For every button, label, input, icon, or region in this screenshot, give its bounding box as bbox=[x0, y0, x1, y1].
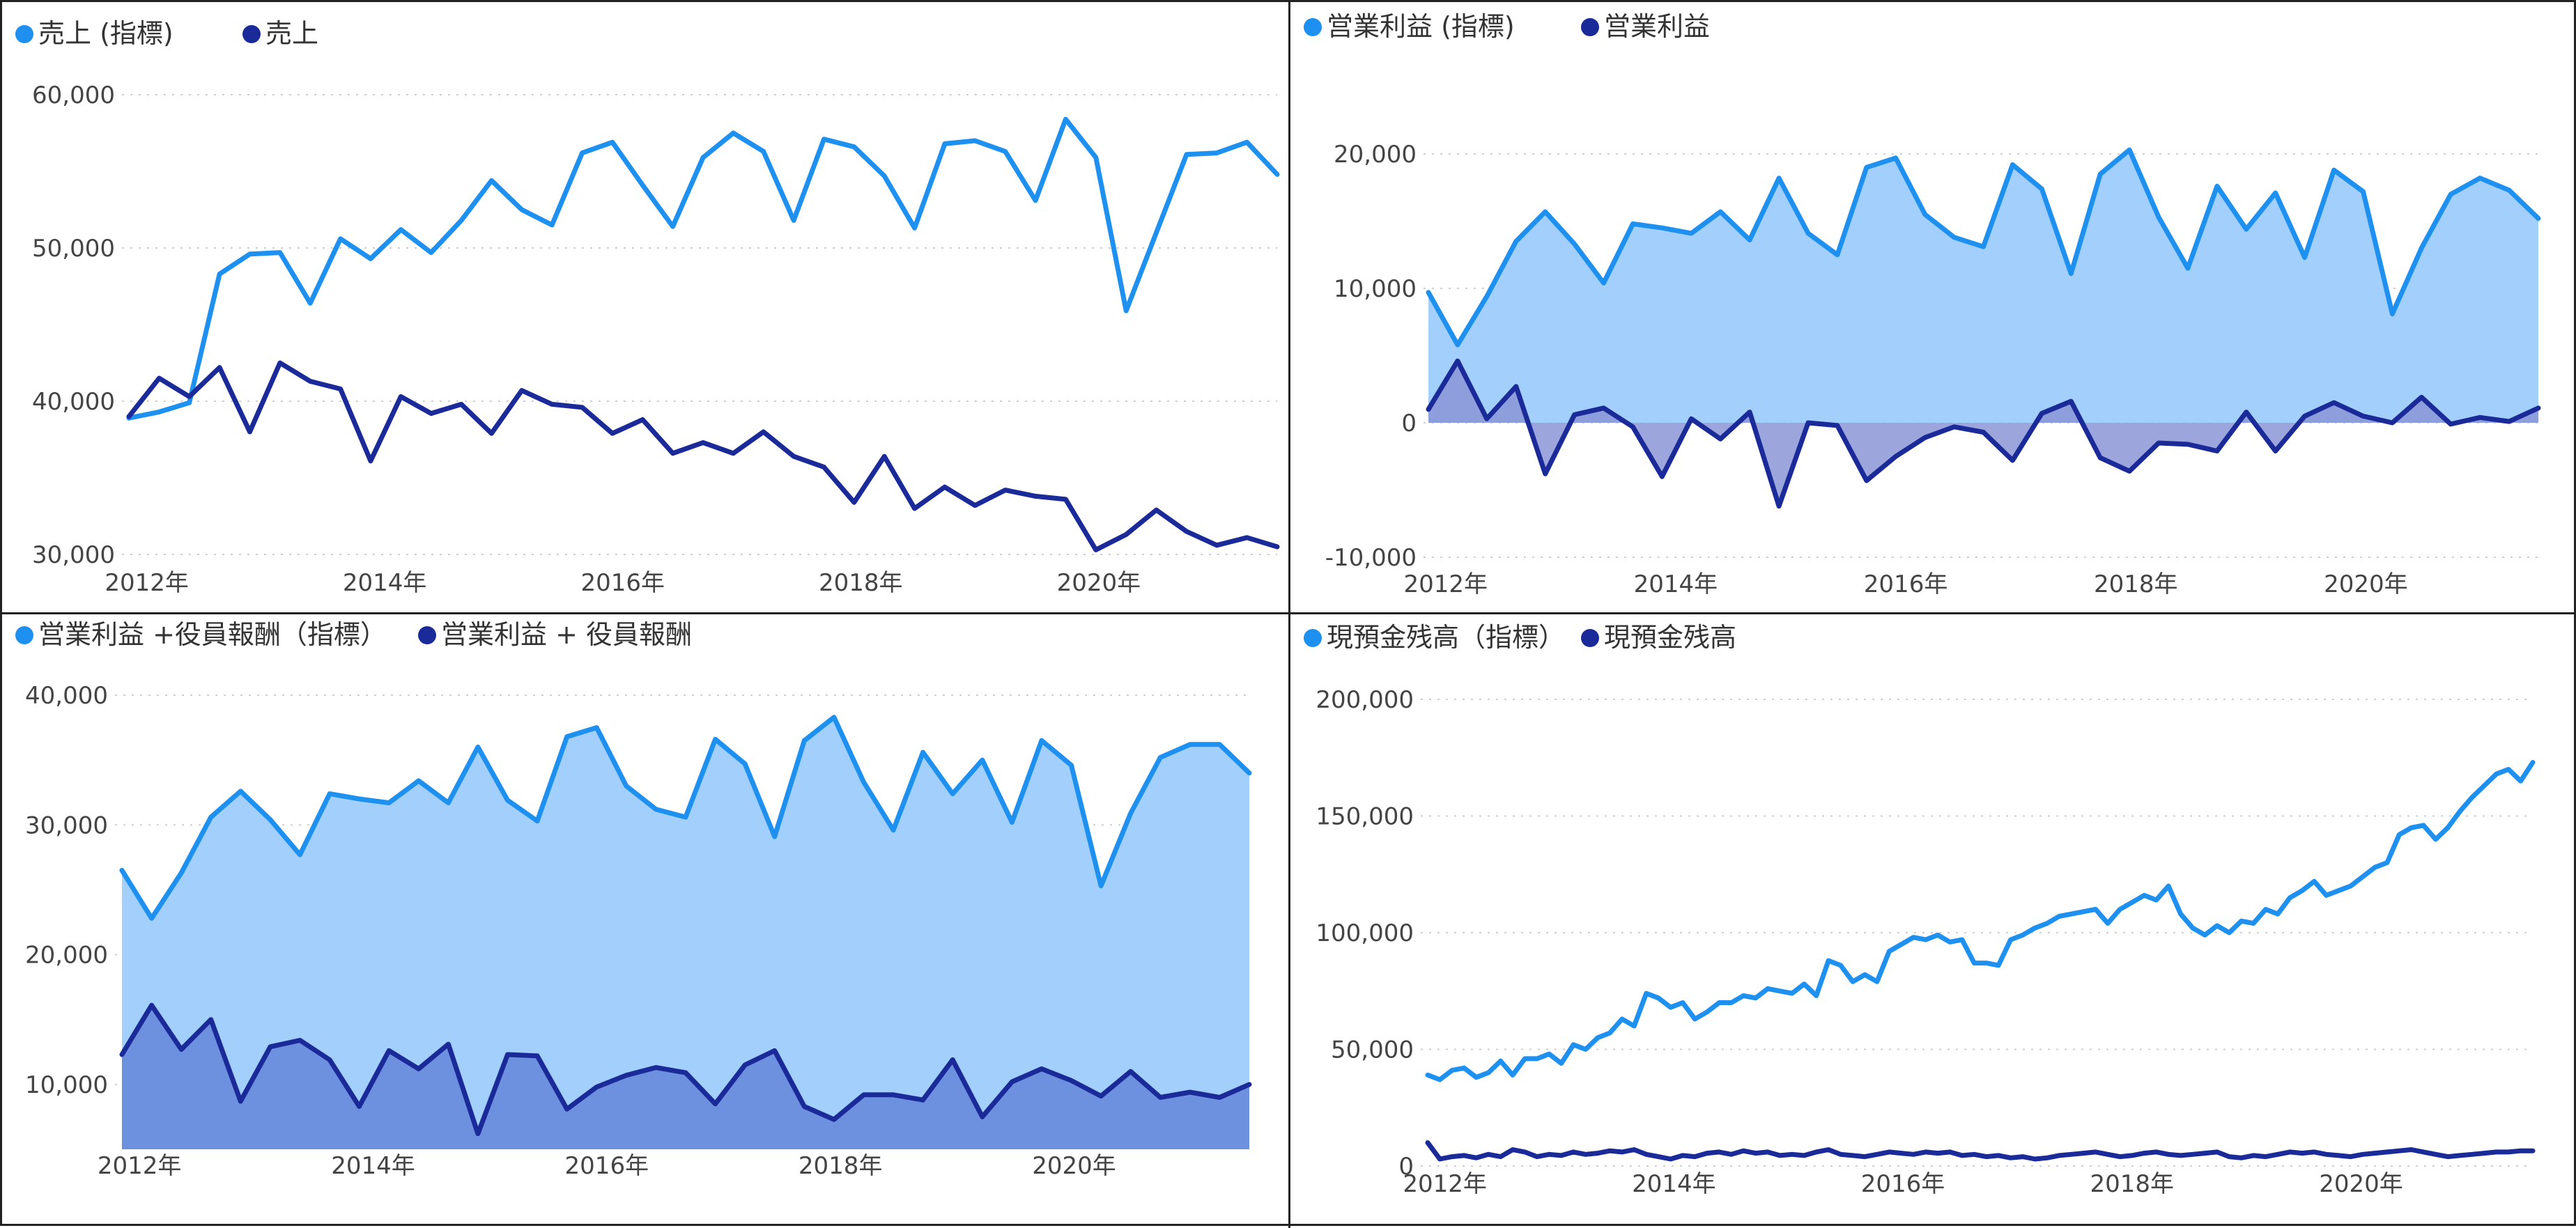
legend-item-0[interactable]: 営業利益 (指標) bbox=[1304, 11, 1515, 42]
x-tick-label: 2018年 bbox=[2090, 1170, 2175, 1198]
y-tick-label: 20,000 bbox=[25, 942, 108, 970]
legend-item-1[interactable]: 営業利益 + 役員報酬 bbox=[418, 619, 692, 650]
series-line bbox=[1425, 1140, 2536, 1162]
x-tick-label: 2018年 bbox=[819, 569, 903, 597]
vertical-divider bbox=[1288, 2, 1290, 1228]
legend-item-0[interactable]: 営業利益 +役員報酬（指標） bbox=[15, 619, 387, 650]
operating-profit-chart: 営業利益 (指標) 営業利益 -10,000 0 10,000 20,000 2012年 20… bbox=[1304, 11, 2541, 598]
x-tick-label: 2012年 bbox=[1403, 570, 1488, 598]
y-tick-label: 30,000 bbox=[25, 811, 108, 839]
series-area bbox=[1428, 361, 2538, 506]
y-tick-label: 200,000 bbox=[1316, 686, 1414, 714]
legend-item-1[interactable]: 売上 bbox=[242, 18, 318, 49]
series-line bbox=[126, 116, 1280, 421]
series-1 bbox=[126, 360, 1280, 552]
y-tick-label: 50,000 bbox=[32, 235, 115, 263]
horizontal-divider bbox=[2, 612, 2576, 614]
x-tick-label: 2020年 bbox=[1032, 1152, 1116, 1180]
x-tick-label: 2016年 bbox=[565, 1152, 649, 1180]
chart-panel-cash-balance: 現預金残高（指標） 現預金残高 0 50,000 100,000 150,000 200,0… bbox=[1290, 614, 2576, 1226]
legend-item-1[interactable]: 営業利益 bbox=[1581, 11, 1710, 42]
y-tick-label: 40,000 bbox=[25, 682, 108, 710]
series-line bbox=[1426, 358, 2541, 509]
chart-panel-operating-profit: 営業利益 (指標) 営業利益 -10,000 0 10,000 20,000 2012年 20… bbox=[1290, 2, 2576, 614]
legend-marker bbox=[15, 25, 33, 43]
series-area bbox=[122, 1005, 1249, 1149]
series-line bbox=[119, 1002, 1252, 1137]
y-tick-label: 10,000 bbox=[1334, 275, 1417, 303]
x-tick-label: 2016年 bbox=[1861, 1170, 1945, 1198]
x-tick-label: 2014年 bbox=[331, 1152, 415, 1180]
profit-plus-compensation-chart: 営業利益 +役員報酬（指標） 営業利益 + 役員報酬 10,000 20,000 30,… bbox=[15, 619, 1252, 1180]
series-0 bbox=[1425, 760, 2536, 1082]
legend-label: 営業利益 (指標) bbox=[1327, 11, 1515, 42]
series-1 bbox=[119, 1002, 1252, 1149]
x-tick-label: 2018年 bbox=[799, 1152, 883, 1180]
x-tick-label: 2016年 bbox=[1864, 570, 1948, 598]
series-line bbox=[1426, 147, 2541, 348]
y-tick-label: 100,000 bbox=[1316, 919, 1414, 947]
series-1 bbox=[1426, 358, 2541, 509]
x-tick-label: 2020年 bbox=[2319, 1170, 2403, 1198]
y-tick-label: 60,000 bbox=[32, 81, 115, 109]
legend-marker bbox=[15, 626, 33, 644]
legend-item-0[interactable]: 現預金残高（指標） bbox=[1304, 622, 1565, 653]
y-tick-label: 30,000 bbox=[32, 541, 115, 569]
legend-label: 営業利益 +役員報酬（指標） bbox=[38, 619, 387, 650]
series-0 bbox=[126, 116, 1280, 421]
x-tick-label: 2014年 bbox=[343, 569, 427, 597]
series-line bbox=[1425, 760, 2536, 1082]
legend-label: 営業利益 + 役員報酬 bbox=[441, 619, 692, 650]
legend-label: 売上 (指標) bbox=[38, 18, 173, 49]
x-tick-label: 2020年 bbox=[2324, 570, 2408, 598]
y-tick-label: 0 bbox=[1398, 1153, 1414, 1181]
y-tick-label: 0 bbox=[1401, 410, 1417, 437]
x-tick-label: 2012年 bbox=[105, 569, 189, 597]
x-tick-label: 2016年 bbox=[580, 569, 665, 597]
y-tick-label: 40,000 bbox=[32, 388, 115, 416]
x-tick-label: 2012年 bbox=[98, 1152, 182, 1180]
y-tick-label: 150,000 bbox=[1316, 803, 1414, 831]
x-tick-label: 2020年 bbox=[1057, 569, 1141, 597]
series-1 bbox=[1425, 1140, 2536, 1162]
series-line bbox=[119, 715, 1252, 921]
x-tick-label: 2018年 bbox=[2094, 570, 2178, 598]
x-tick-label: 2014年 bbox=[1632, 1170, 1716, 1198]
legend-item-0[interactable]: 売上 (指標) bbox=[15, 18, 173, 49]
y-tick-label: 50,000 bbox=[1331, 1036, 1414, 1064]
legend-marker bbox=[1581, 18, 1599, 36]
x-tick-label: 2014年 bbox=[1634, 570, 1718, 598]
chart-panel-sales: 売上 (指標) 売上 30,000 40,000 50,000 60,000 2012年 20… bbox=[2, 2, 1288, 614]
legend-marker bbox=[242, 25, 261, 43]
x-tick-label: 2012年 bbox=[1403, 1170, 1487, 1198]
series-area bbox=[122, 717, 1249, 1149]
legend-label: 営業利益 bbox=[1604, 11, 1710, 42]
cash-balance-chart: 現預金残高（指標） 現預金残高 0 50,000 100,000 150,000 200,0… bbox=[1304, 622, 2536, 1198]
chart-panel-profit-plus-compensation: 営業利益 +役員報酬（指標） 営業利益 + 役員報酬 10,000 20,000 30,… bbox=[2, 614, 1288, 1226]
legend-marker bbox=[1304, 629, 1322, 647]
series-line bbox=[126, 360, 1280, 552]
y-tick-label: 20,000 bbox=[1334, 141, 1417, 169]
legend-item-1[interactable]: 現預金残高 bbox=[1581, 622, 1736, 653]
legend-marker bbox=[1581, 629, 1599, 647]
series-area bbox=[1428, 150, 2538, 423]
y-tick-label: -10,000 bbox=[1325, 544, 1417, 572]
series-0 bbox=[1426, 147, 2541, 423]
y-tick-label: 10,000 bbox=[25, 1071, 108, 1099]
sales-chart: 売上 (指標) 売上 30,000 40,000 50,000 60,000 2012年 20… bbox=[15, 18, 1280, 597]
series-0 bbox=[119, 715, 1252, 1149]
legend-label: 売上 bbox=[265, 18, 318, 49]
legend-label: 現預金残高（指標） bbox=[1327, 622, 1565, 653]
legend-label: 現預金残高 bbox=[1604, 622, 1736, 653]
legend-marker bbox=[418, 626, 436, 644]
legend-marker bbox=[1304, 18, 1322, 36]
